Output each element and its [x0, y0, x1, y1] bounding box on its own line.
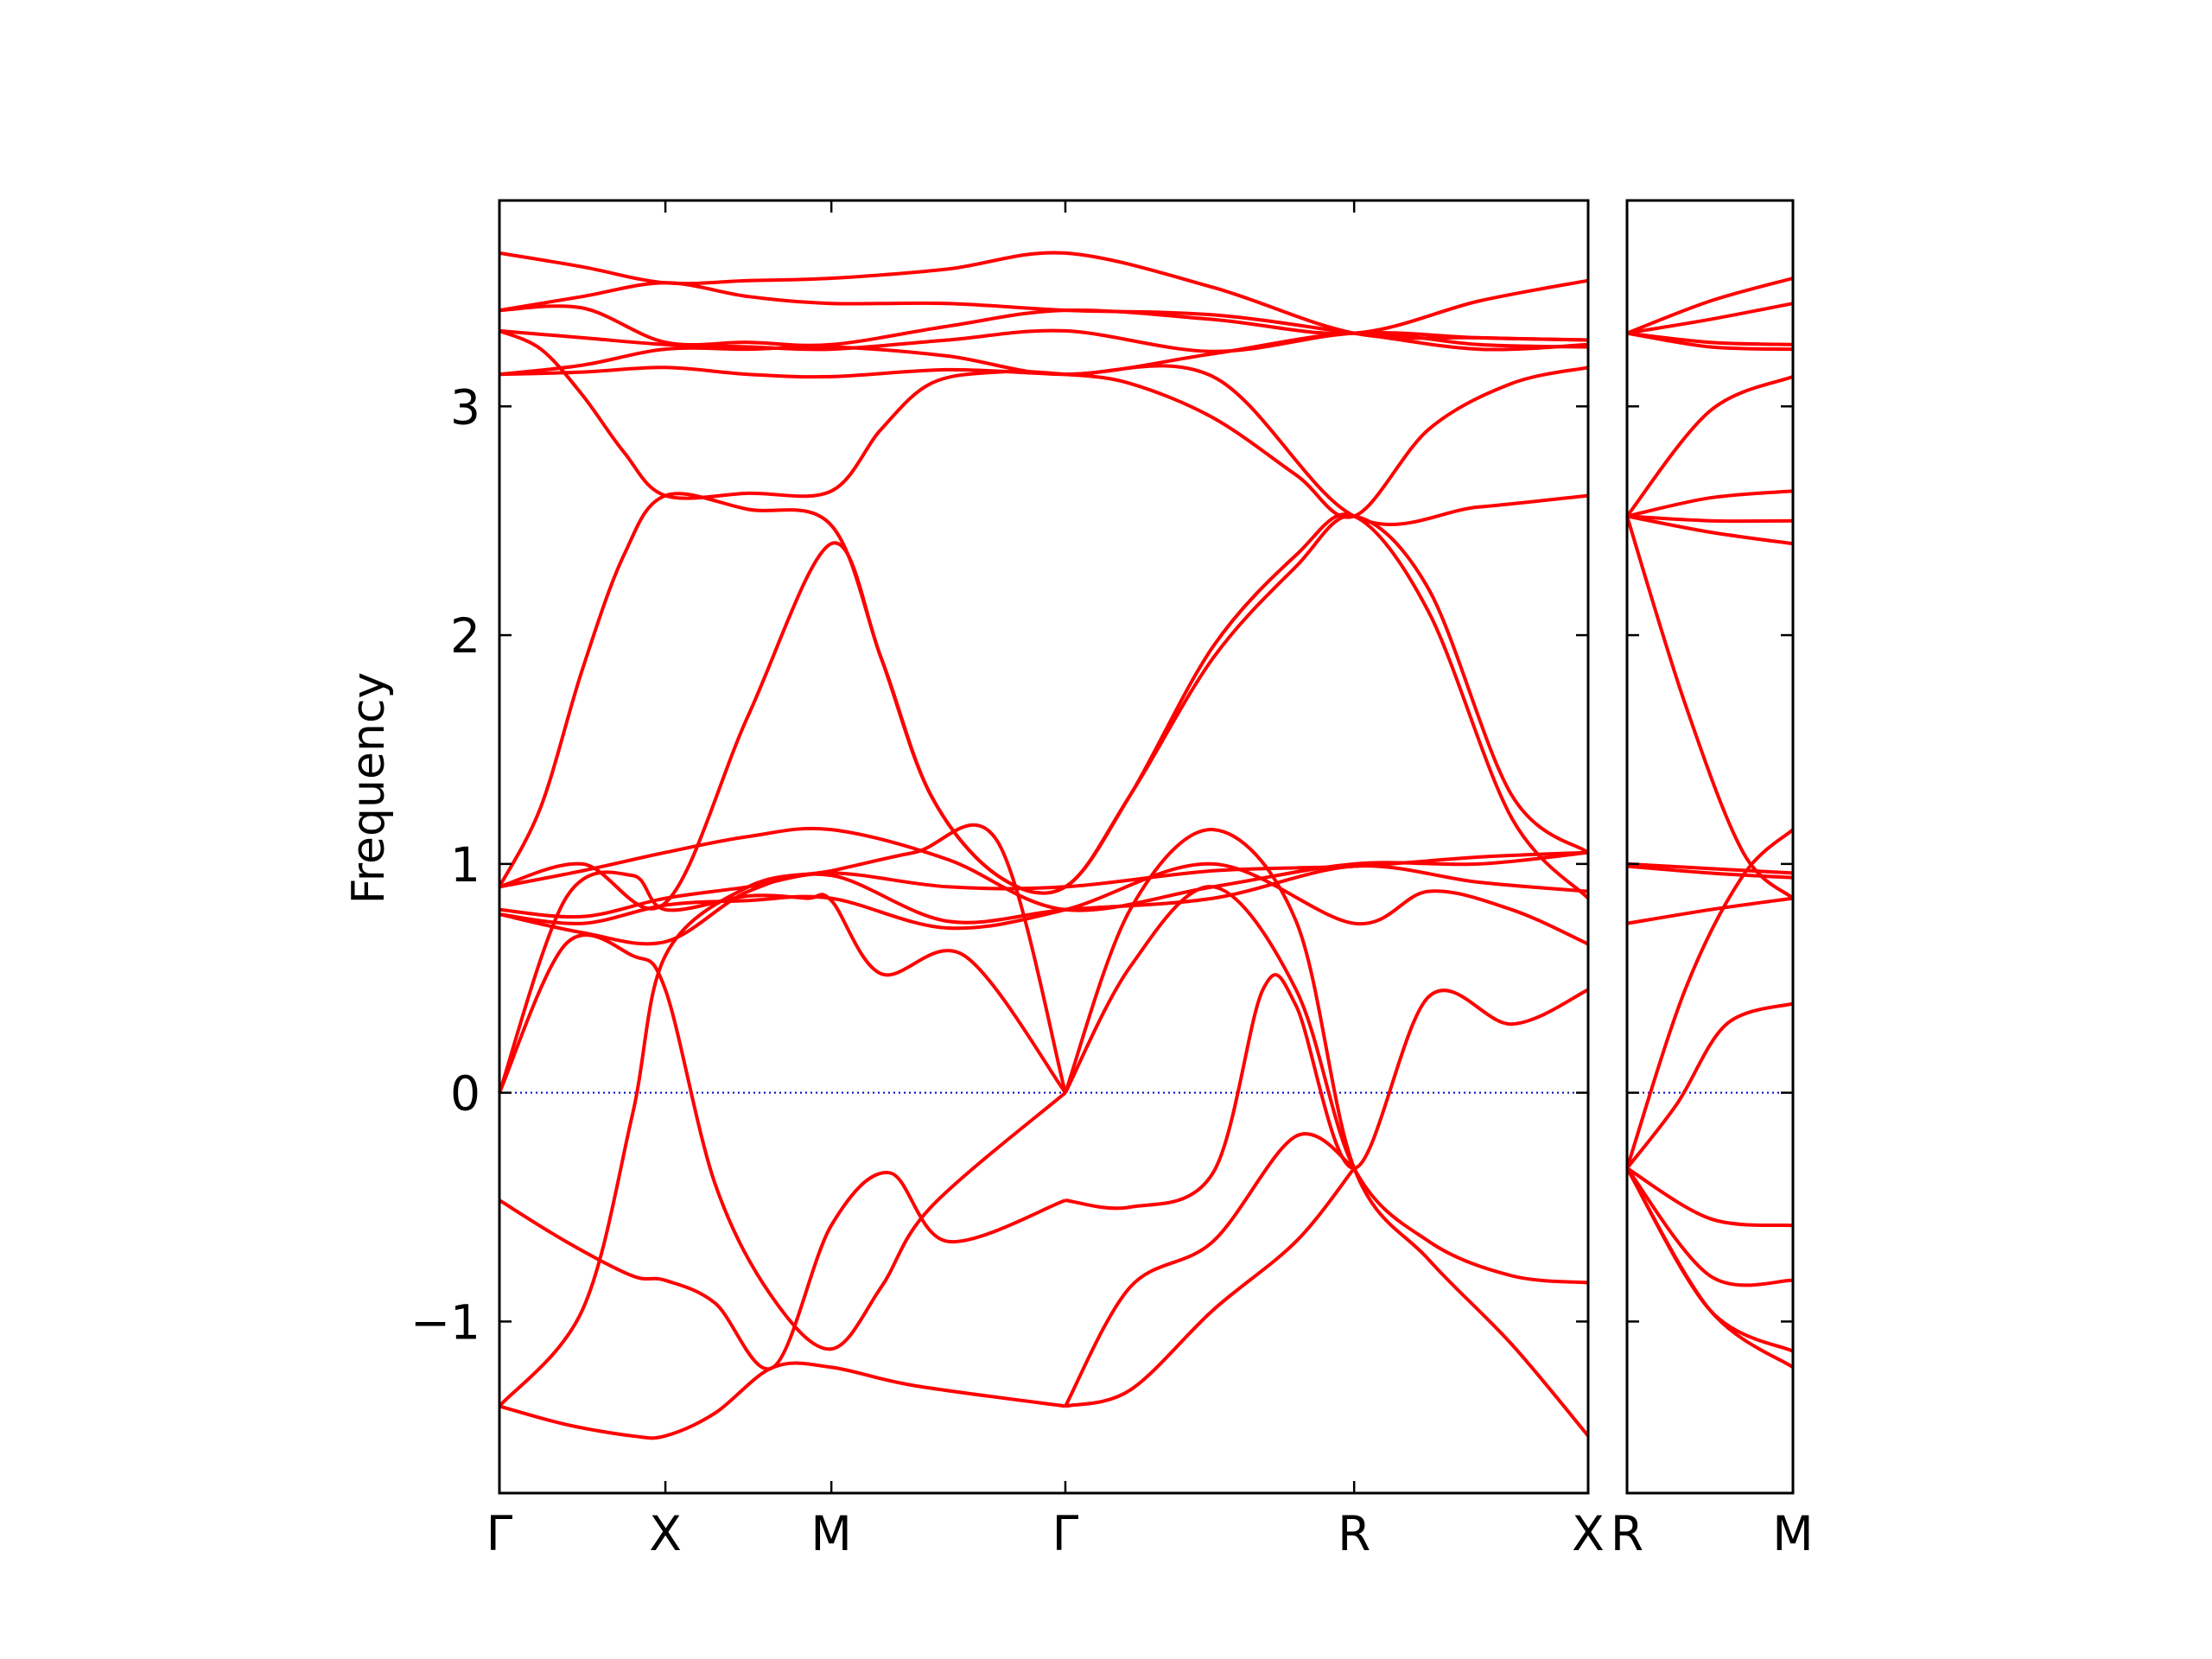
x-tick-label: M [810, 1506, 851, 1561]
band-main-8 [499, 512, 1590, 911]
band-right-13 [1625, 1001, 1794, 1170]
band-right-3 [1626, 331, 1794, 352]
band-main-21 [1065, 1166, 1356, 1408]
band-main-22 [1064, 1132, 1356, 1408]
y-tick-label: 1 [450, 837, 480, 893]
band-main-20 [1065, 973, 1589, 1211]
band-main-17 [498, 823, 1067, 1408]
x-tick-label: R [1338, 1506, 1370, 1561]
plot-frame [498, 199, 1590, 1495]
panel-main: −1 0 1 2 3 Γ X M Γ R X [410, 199, 1605, 1561]
band-main-13 [498, 870, 1067, 1094]
x-tick-label: Γ [1052, 1506, 1079, 1561]
band-right-7 [1626, 514, 1794, 546]
y-tick-label: −1 [410, 1294, 480, 1350]
band-right-6 [1626, 514, 1794, 524]
band-right-5 [1626, 489, 1794, 518]
band-right-10 [1626, 864, 1794, 880]
band-right-0 [1626, 276, 1794, 335]
band-main-18 [1064, 828, 1590, 1438]
x-tick-label: M [1772, 1506, 1813, 1561]
y-tick-label: 2 [450, 608, 480, 664]
band-main-15 [498, 1171, 1066, 1371]
x-tick-label: X [649, 1506, 682, 1561]
band-main-6 [499, 329, 1589, 519]
y-axis-label: Frequency [343, 672, 395, 905]
band-main-19 [1064, 885, 1589, 1285]
x-tick-label: X [1572, 1506, 1605, 1561]
band-right-12 [1625, 828, 1795, 1169]
band-right-15 [1625, 1166, 1794, 1287]
band-right-11 [1626, 896, 1794, 925]
x-tick-label: Γ [486, 1506, 513, 1561]
band-right-8 [1625, 515, 1795, 900]
y-tick-label: 0 [450, 1066, 480, 1122]
band-right-9 [1626, 861, 1794, 875]
band-main-4 [499, 331, 1589, 377]
band-main-14 [498, 933, 1067, 1351]
band-main-10 [499, 850, 1589, 919]
band-main-1 [499, 281, 1589, 352]
band-main-3 [499, 328, 1589, 353]
y-tick-label: 3 [450, 379, 480, 435]
band-main-5 [499, 364, 1589, 526]
band-main-2 [499, 278, 1589, 347]
band-right-1 [1626, 302, 1794, 335]
band-main-11 [499, 864, 1589, 946]
plot-frame [1625, 199, 1795, 1495]
band-right-17 [1625, 1166, 1795, 1370]
band-right-16 [1625, 1166, 1794, 1353]
band-main-16 [499, 1361, 1066, 1440]
x-tick-label: R [1611, 1506, 1643, 1561]
band-main-12 [499, 861, 1589, 946]
band-right-14 [1625, 1166, 1794, 1228]
band-main-7 [498, 492, 1590, 895]
band-main-0 [499, 251, 1589, 342]
band-right-4 [1625, 375, 1794, 518]
